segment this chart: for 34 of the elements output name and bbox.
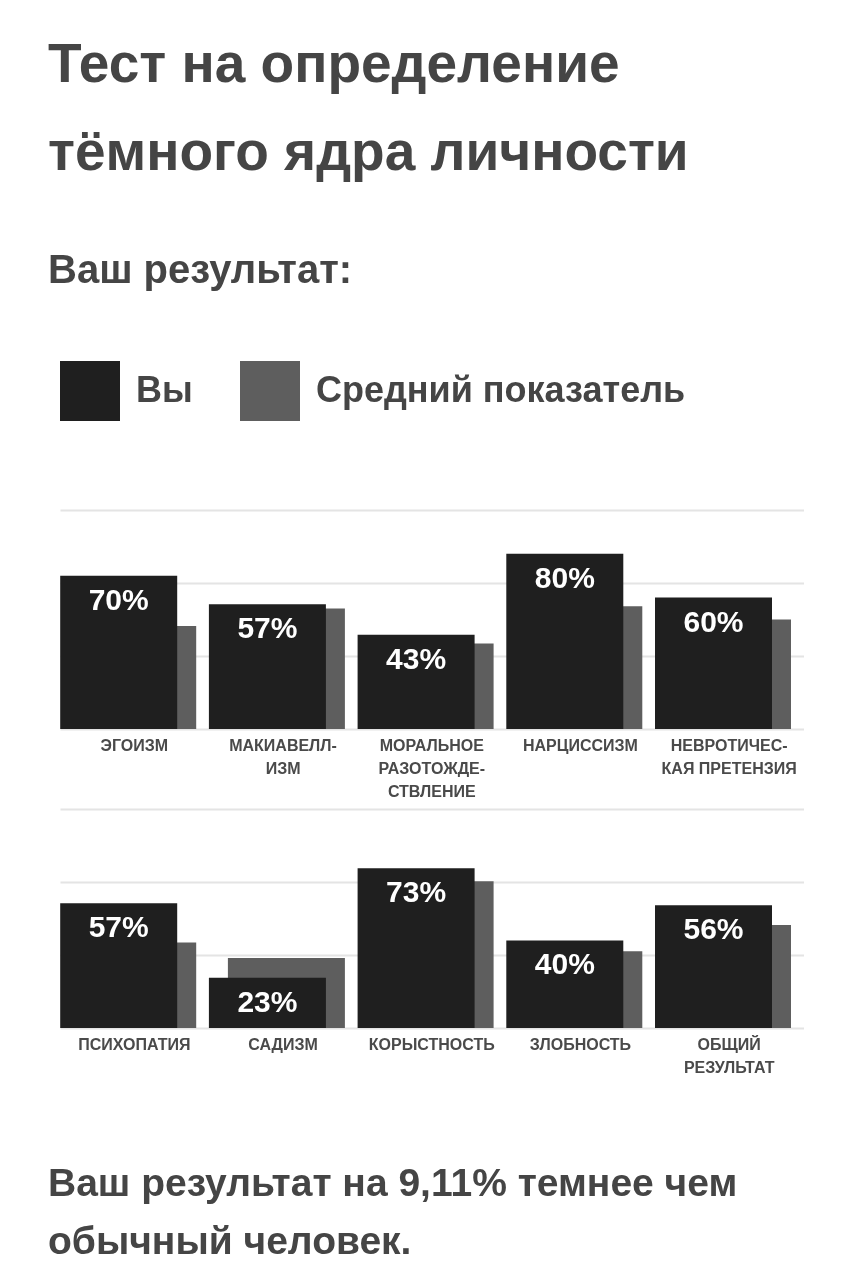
text: Ваш результат на 9,11% темнее чем обычный человек.: [48, 1161, 738, 1262]
bar: [60, 903, 178, 1028]
legend-label: Средний показатель: [316, 369, 686, 410]
x-tick-label: НАРЦИССИЗМ: [522, 736, 638, 754]
data-label: 43%: [386, 641, 447, 675]
x-tick-label: ЭГОИЗМ: [100, 736, 169, 754]
x-tick-label: КОРЫСТНОСТЬ: [368, 1035, 495, 1053]
x-tick-label: САДИЗМ: [248, 1035, 318, 1053]
bar: [208, 604, 326, 729]
bar: [357, 634, 475, 729]
data-label: 57%: [237, 611, 298, 645]
bar: [506, 940, 624, 1028]
bar: [357, 868, 475, 1028]
bar: [655, 905, 772, 1028]
data-label: 56%: [683, 912, 744, 946]
bar: [506, 553, 624, 729]
data-label: 73%: [386, 875, 447, 909]
bar: [655, 597, 772, 729]
data-label: 23%: [237, 984, 298, 1018]
data-label: 57%: [88, 910, 149, 944]
x-tick-label: НЕВРОТИЧЕС- КАЯ ПРЕТЕНЗИЯ: [661, 736, 797, 777]
bar: [60, 575, 178, 729]
data-label: 40%: [534, 947, 595, 981]
chart-subtitle: Ваш результат:: [48, 247, 353, 291]
data-label: 80%: [534, 560, 595, 594]
data-label: 70%: [88, 582, 149, 616]
x-tick-label: ЗЛОБНОСТЬ: [529, 1035, 632, 1053]
x-tick-label: МАКИАВЕЛЛ- ИЗМ: [229, 736, 337, 777]
data-label: 60%: [683, 604, 744, 638]
x-tick-label: ОБЩИЙ РЕЗУЛЬТАТ: [683, 1034, 775, 1076]
chart-title: Тест на определение тёмного ядра личности: [48, 32, 689, 182]
x-tick-label: ПСИХОПАТИЯ: [78, 1035, 191, 1053]
legend-label: Вы: [136, 369, 193, 410]
x-tick-label: МОРАЛЬНОЕ РАЗОТОЖДЕ- СТВЛЕНИЕ: [378, 736, 486, 800]
